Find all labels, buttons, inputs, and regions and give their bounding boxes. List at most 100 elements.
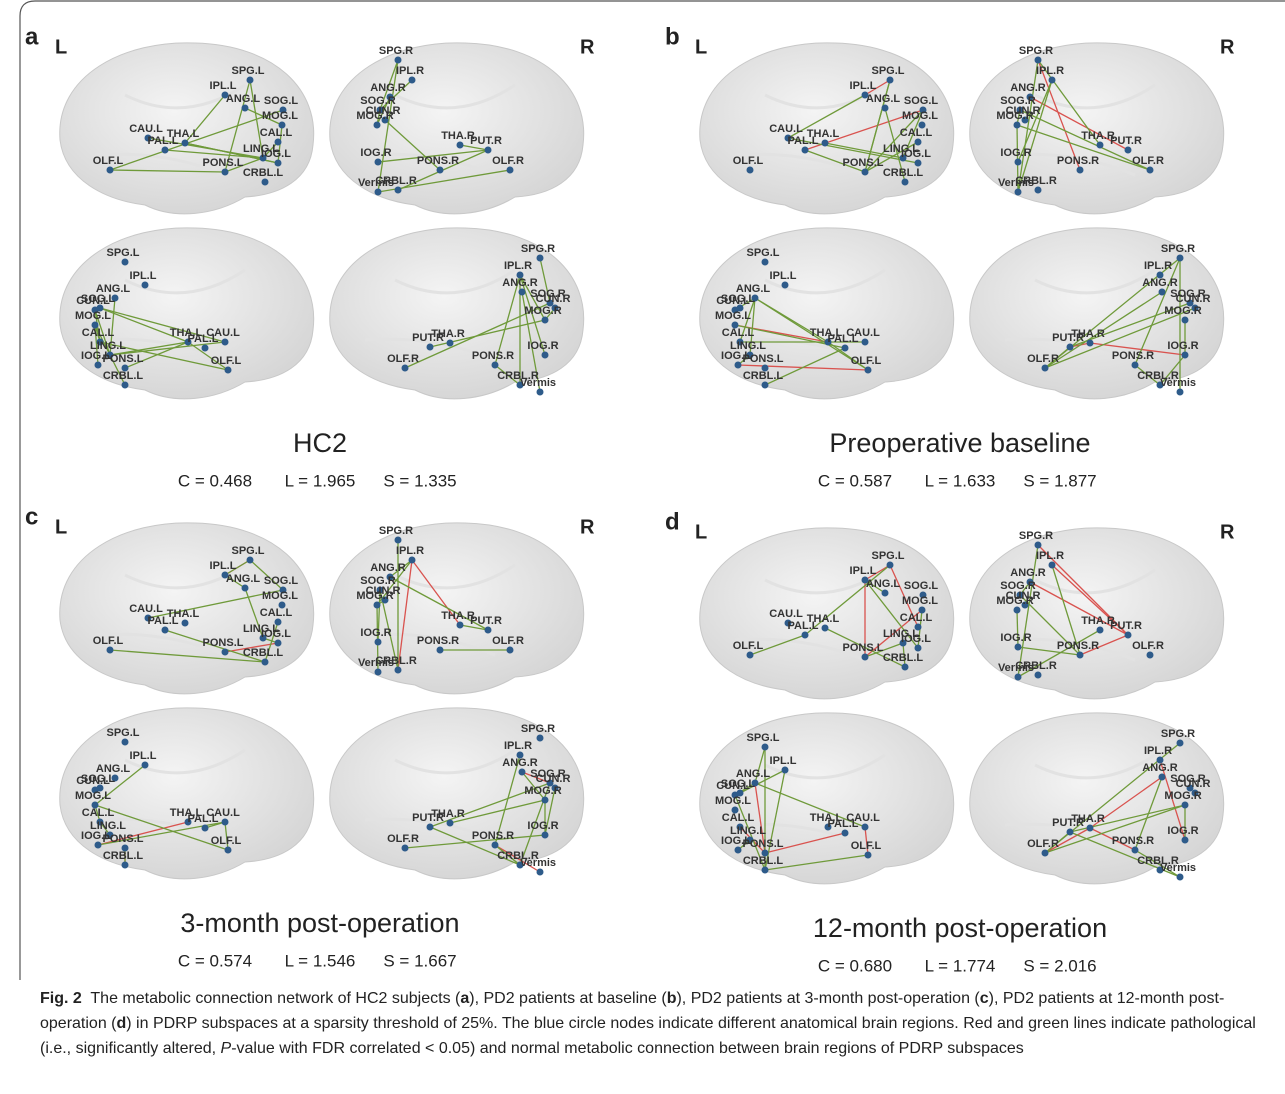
node-label: IOG.R	[360, 627, 391, 639]
node-label: CRBL.R	[375, 655, 417, 667]
node-label: OLF.L	[733, 155, 764, 167]
node-label: CRBL.L	[243, 167, 284, 179]
brain-node	[1159, 289, 1166, 296]
node-label: CAL.L	[260, 127, 293, 139]
caption-text: P	[221, 1040, 232, 1057]
brain-node	[409, 557, 416, 564]
brain-node	[542, 832, 549, 839]
node-label: MOG.R	[524, 305, 561, 317]
brain-node	[1015, 674, 1022, 681]
brain-node	[802, 632, 809, 639]
node-label: PONS.R	[1112, 835, 1154, 847]
brain-node	[242, 585, 249, 592]
node-label: PAL.L	[148, 135, 179, 147]
brain-node	[447, 820, 454, 827]
node-label: CUN.L	[716, 295, 750, 307]
node-label: MOG.L	[75, 310, 111, 322]
node-label: MOG.L	[902, 110, 938, 122]
node-label: PONS.L	[103, 353, 144, 365]
node-label: OLF.L	[93, 155, 124, 167]
metric: S = 1.877	[1023, 471, 1096, 490]
brain-node	[915, 645, 922, 652]
caption-text: ), PD2 patients at baseline (	[469, 990, 666, 1007]
node-label: PUT.R	[1052, 817, 1084, 829]
brain-node	[402, 365, 409, 372]
node-label: IPL.R	[1036, 65, 1064, 77]
node-label: IPL.L	[130, 750, 157, 762]
brain-node	[225, 367, 232, 374]
brain-node	[735, 847, 742, 854]
brain-node	[1177, 874, 1184, 881]
brain-node	[182, 140, 189, 147]
brain-node	[902, 664, 909, 671]
node-label: CAL.L	[82, 327, 115, 339]
hemisphere-label: L	[55, 36, 67, 58]
metric: S = 1.667	[383, 951, 456, 970]
node-label: IPL.R	[396, 545, 424, 557]
hemisphere-label: R	[580, 516, 595, 538]
node-label: ANG.R	[1010, 82, 1046, 94]
node-label: SPG.L	[106, 247, 139, 259]
brain-node	[409, 77, 416, 84]
node-label: CUN.R	[536, 293, 571, 305]
node-label: CRBL.R	[1015, 175, 1057, 187]
brain-node	[1182, 352, 1189, 359]
brain-node	[222, 339, 229, 346]
brain-node	[1035, 542, 1042, 549]
node-label: SPG.R	[521, 243, 555, 255]
brain-node	[457, 622, 464, 629]
page: {"views": { "lateral_left": ["SPG.L","IP…	[0, 0, 1285, 1094]
node-label: IPL.L	[850, 565, 877, 577]
node-label: PUT.R	[1110, 620, 1142, 632]
node-label: PUT.R	[412, 812, 444, 824]
node-label: IOG.L	[261, 148, 291, 160]
node-label: PONS.R	[417, 155, 459, 167]
node-label: IOG.R	[1167, 340, 1198, 352]
node-label: PONS.L	[843, 157, 884, 169]
brain-node	[537, 389, 544, 396]
brain-node	[95, 842, 102, 849]
node-label: SPG.L	[746, 732, 779, 744]
brain-node	[95, 362, 102, 369]
node-label: SPG.L	[231, 545, 264, 557]
brain-node	[162, 627, 169, 634]
node-label: IOG.R	[360, 147, 391, 159]
brain-node	[542, 317, 549, 324]
brain-node	[1035, 187, 1042, 194]
brain-node	[437, 647, 444, 654]
hemisphere-label: L	[695, 521, 707, 543]
brain-node	[1035, 672, 1042, 679]
page-body: aLRSPG.LIPL.LANG.LSOG.LMOG.LCAL.LCAU.LTH…	[0, 0, 1285, 1094]
node-label: SPG.R	[1019, 45, 1053, 57]
brain-node	[537, 735, 544, 742]
node-label: ANG.R	[370, 562, 406, 574]
node-label: IPL.L	[210, 80, 237, 92]
node-label: IPL.L	[130, 270, 157, 282]
node-label: SPG.L	[871, 65, 904, 77]
brain-node	[162, 147, 169, 154]
brain-node	[1159, 774, 1166, 781]
brain-node	[122, 382, 129, 389]
brain-node	[862, 339, 869, 346]
node-label: IOG.L	[901, 633, 931, 645]
node-label: ANG.L	[866, 578, 901, 590]
brain-node	[537, 869, 544, 876]
brain-node	[882, 590, 889, 597]
brain-node	[1097, 627, 1104, 634]
caption-label: Fig. 2	[40, 990, 82, 1007]
node-label: PONS.L	[843, 642, 884, 654]
brain-node	[375, 669, 382, 676]
node-label: SPG.R	[1161, 728, 1195, 740]
node-label: PUT.R	[412, 332, 444, 344]
brain-node	[1049, 562, 1056, 569]
brain-node	[862, 824, 869, 831]
node-label: MOG.R	[1164, 790, 1201, 802]
node-label: OLF.R	[492, 635, 524, 647]
metric: C = 0.468	[178, 471, 252, 490]
node-label: IPL.R	[504, 260, 532, 272]
node-label: PONS.L	[743, 838, 784, 850]
brain-node	[122, 739, 129, 746]
node-label: Vermis	[1160, 377, 1196, 389]
node-label: PAL.L	[148, 615, 179, 627]
node-label: IPL.L	[770, 755, 797, 767]
